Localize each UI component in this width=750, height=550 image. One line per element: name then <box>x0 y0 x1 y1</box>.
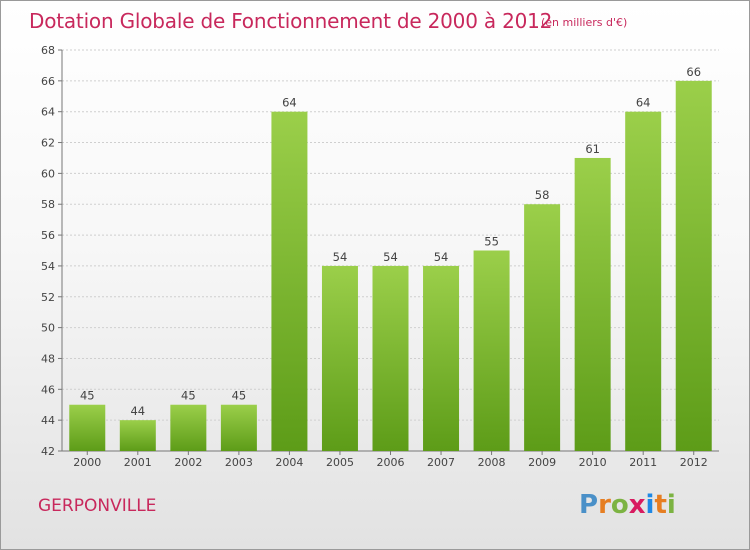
bar <box>524 204 561 451</box>
y-tick-label: 62 <box>41 137 55 150</box>
y-tick-label: 52 <box>41 291 55 304</box>
labels: 45 2000 44 2001 45 2002 45 2003 64 2004 54 2005 54 20… <box>73 65 707 469</box>
logo-letter: o <box>610 490 629 520</box>
x-tick-label: 2006 <box>377 456 405 469</box>
bar-value-label: 61 <box>585 142 600 156</box>
y-tick-label: 46 <box>41 383 55 396</box>
bar-value-label: 64 <box>282 96 297 110</box>
bar-value-label: 45 <box>80 389 95 403</box>
y-tick-label: 44 <box>41 414 55 427</box>
bar <box>170 404 207 451</box>
bar-value-label: 54 <box>333 250 348 264</box>
y-tick-label: 66 <box>41 75 55 88</box>
bar <box>675 80 712 451</box>
bars <box>69 80 712 451</box>
town-name: GERPONVILLE <box>38 496 157 516</box>
x-tick-label: 2007 <box>427 456 455 469</box>
proxiti-logo: Proxiti <box>579 490 676 520</box>
bar-value-label: 45 <box>181 389 196 403</box>
y-tick-label: 42 <box>41 445 55 458</box>
logo-letter: t <box>654 490 667 520</box>
y-tick-label: 58 <box>41 198 55 211</box>
bar <box>69 404 106 451</box>
chart-title: Dotation Globale de Fonctionnement de 20… <box>29 9 553 33</box>
y-tick-label: 56 <box>41 229 55 242</box>
x-tick-label: 2001 <box>124 456 152 469</box>
logo-letter: i <box>666 490 676 520</box>
x-tick-label: 2010 <box>579 456 607 469</box>
bar-value-label: 44 <box>130 404 145 418</box>
bar <box>473 250 510 451</box>
x-tick-label: 2009 <box>528 456 556 469</box>
bar <box>119 420 156 451</box>
x-tick-label: 2003 <box>225 456 253 469</box>
y-tick-label: 60 <box>41 167 55 180</box>
y-tick-label: 48 <box>41 352 55 365</box>
x-tick-label: 2011 <box>629 456 657 469</box>
x-tick-label: 2012 <box>680 456 708 469</box>
logo-letter: x <box>628 490 646 520</box>
bar <box>321 265 358 451</box>
x-tick-label: 2002 <box>174 456 202 469</box>
x-tick-label: 2008 <box>478 456 506 469</box>
bar-value-label: 45 <box>232 389 247 403</box>
y-tick-label: 50 <box>41 322 55 335</box>
logo-letter: P <box>579 490 599 520</box>
bar-value-label: 54 <box>434 250 449 264</box>
y-tick-label: 54 <box>41 260 55 273</box>
bar-value-label: 64 <box>636 96 651 110</box>
bar <box>271 111 308 451</box>
logo-letter: i <box>645 490 655 520</box>
y-tick-label: 64 <box>41 106 55 119</box>
bar-value-label: 58 <box>535 188 550 202</box>
y-tick-label: 68 <box>41 44 55 57</box>
chart-unit: (en milliers d'€) <box>541 16 628 29</box>
x-tick-label: 2004 <box>275 456 303 469</box>
bar-value-label: 54 <box>383 250 398 264</box>
bar <box>220 404 257 451</box>
bar <box>625 111 662 451</box>
x-tick-label: 2000 <box>73 456 101 469</box>
bar-value-label: 55 <box>484 235 499 249</box>
bar <box>574 157 611 451</box>
logo-letter: r <box>598 490 611 520</box>
x-tick-label: 2005 <box>326 456 354 469</box>
bar <box>423 265 460 451</box>
bar <box>372 265 409 451</box>
bar-value-label: 66 <box>686 65 701 79</box>
